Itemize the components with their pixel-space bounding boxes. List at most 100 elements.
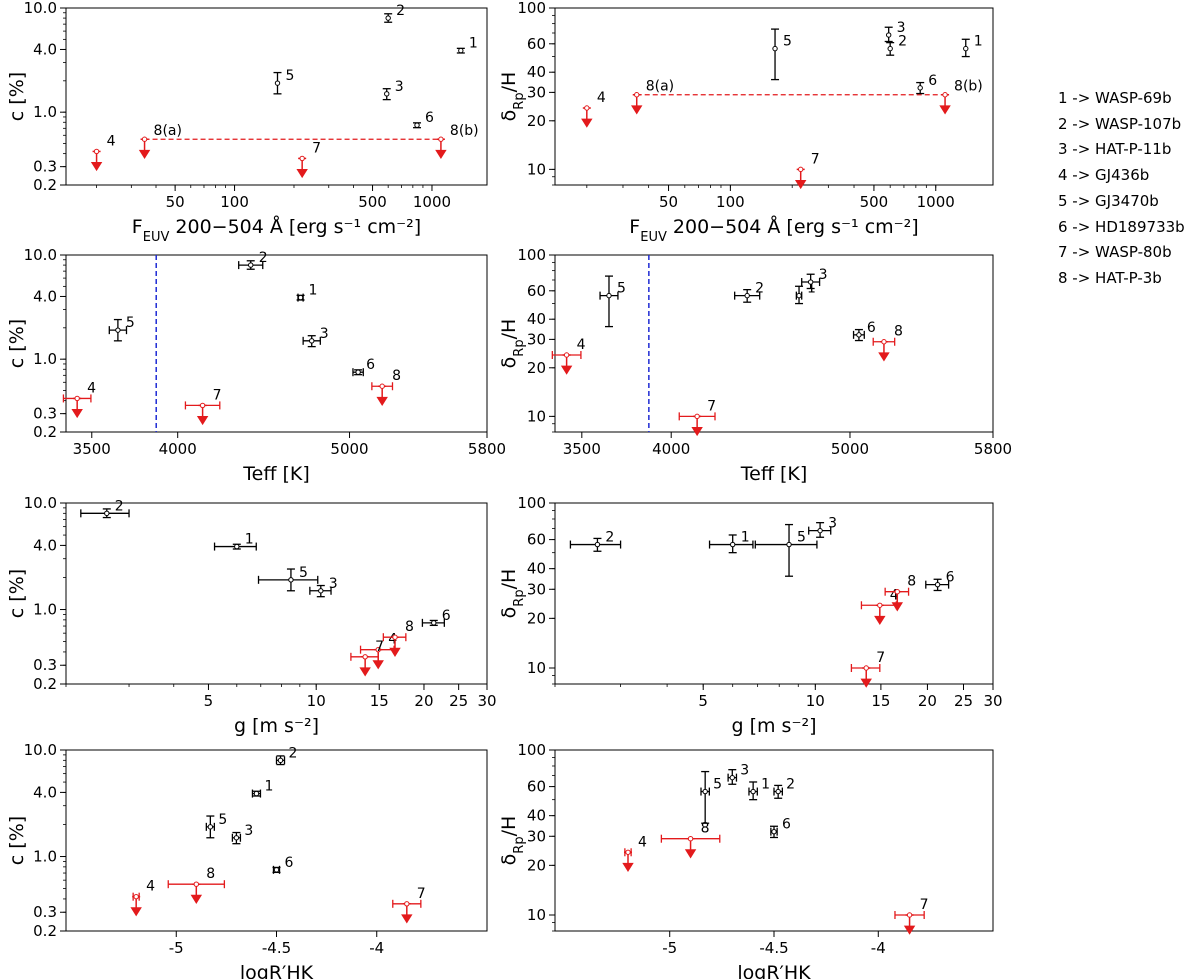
plot-frame	[65, 749, 488, 932]
upper-limit-arrow	[372, 660, 384, 670]
point-label: 3	[819, 267, 828, 283]
marker	[115, 327, 121, 333]
point-label: 3	[740, 763, 749, 779]
data-point-5: 5	[257, 565, 319, 592]
x-axis-label: g [m s⁻²]	[731, 715, 816, 737]
panel-c_vs_feuv: 50 100 500 1000 0.20.3 1.0 4.0 10.0 FEUV 200−504…	[6, 0, 488, 245]
marker	[318, 588, 324, 594]
point-label: 8	[405, 619, 414, 635]
marker	[207, 824, 214, 830]
x-tick-label: 20	[918, 692, 937, 710]
y-axis-label: δRp/H	[498, 569, 527, 619]
plot-frame	[554, 7, 994, 186]
point-label: 5	[797, 530, 806, 546]
data-point-2: 2	[80, 498, 130, 519]
upper-limit-arrow	[401, 914, 413, 924]
data-point-8: 8	[884, 574, 916, 612]
upper-limit-arrow	[560, 365, 573, 375]
plot-frame	[554, 502, 994, 685]
point-label: 3	[897, 20, 906, 36]
plot-frame	[65, 502, 488, 685]
x-tick-label: 5	[698, 692, 708, 710]
data-point-3: 3	[727, 763, 749, 785]
y-tick-label: 10	[527, 906, 546, 924]
point-label: 4	[638, 834, 647, 850]
upper-limit-arrow	[891, 602, 904, 612]
point-label: 3	[320, 326, 329, 342]
data-point-1: 1	[213, 532, 257, 551]
point-label: 5	[218, 812, 227, 828]
y-tick-label: 0.2	[33, 176, 57, 194]
y-tick-label: 100	[517, 246, 546, 264]
upper-limit-arrow	[860, 678, 872, 688]
data-point-8a: 8(a)	[138, 123, 182, 159]
marker	[288, 577, 294, 583]
marker	[750, 788, 756, 795]
upper-limit-arrow	[359, 667, 371, 677]
upper-limit-arrow	[581, 118, 593, 128]
y-tick-label: 10.0	[24, 741, 57, 759]
legend-item-5: 5 -> GJ3470b	[1058, 191, 1159, 210]
x-tick-label: 5000	[330, 440, 368, 458]
x-tick-label: -5	[662, 939, 677, 957]
marker	[404, 901, 410, 907]
data-point-5: 5	[599, 275, 626, 328]
y-tick-label: 4.0	[33, 536, 57, 554]
data-point-3: 3	[808, 516, 837, 538]
point-label: 6	[285, 855, 294, 871]
upper-limit-arrow	[691, 426, 703, 437]
marker	[133, 893, 139, 900]
data-point-5: 5	[700, 770, 722, 824]
point-label: 1	[761, 777, 770, 793]
point-label: 8	[392, 368, 401, 384]
y-tick-label: 60	[527, 778, 546, 796]
data-point-3: 3	[801, 267, 828, 290]
point-label: 5	[126, 315, 135, 331]
marker	[385, 15, 391, 21]
point-label: 8(b)	[450, 123, 479, 139]
data-point-7: 7	[392, 886, 426, 924]
point-label: 2	[115, 498, 124, 514]
legend-item-8: 8 -> HAT-P-3b	[1058, 268, 1162, 287]
marker	[786, 541, 792, 548]
x-tick-label: 1000	[413, 193, 451, 211]
y-tick-label: 20	[527, 112, 546, 130]
point-label: 2	[898, 34, 907, 50]
data-point-7: 7	[184, 387, 222, 426]
marker	[273, 867, 280, 873]
y-tick-label: 20	[527, 609, 546, 627]
y-axis-label: c [%]	[6, 319, 28, 368]
data-point-1: 1	[795, 281, 816, 305]
marker	[584, 105, 590, 111]
data-point-2: 2	[734, 281, 764, 303]
y-tick-label: 10.0	[24, 494, 57, 512]
marker	[772, 45, 778, 52]
x-tick-label: 3500	[73, 440, 111, 458]
marker	[807, 279, 814, 285]
y-tick-label: 1.0	[33, 103, 57, 121]
data-point-1: 1	[708, 530, 754, 554]
marker	[687, 836, 694, 842]
data-point-6: 6	[770, 817, 791, 839]
panel-c_vs_g: 5 10 15 20 25 300.20.31.04.010.0g [m s⁻²]c [%…	[6, 494, 497, 737]
upper-limit-arrow	[389, 647, 401, 657]
data-point-7: 7	[850, 650, 885, 688]
legend-item-1: 1 -> WASP-69b	[1058, 89, 1172, 107]
legend-item-2: 2 -> WASP-107b	[1058, 114, 1182, 133]
data-point-2: 2	[773, 777, 795, 799]
data-point-2: 2	[569, 530, 622, 552]
point-label: 7	[876, 650, 885, 666]
panel-c_vs_teff: 3500 4000 5000 5800 0.20.3 1.0 4.0 10.0 Teff [K]…	[6, 246, 506, 485]
marker	[942, 92, 948, 98]
y-tick-label: 10	[527, 659, 546, 677]
data-point-4: 4	[130, 879, 155, 917]
marker	[277, 757, 284, 764]
point-label: 4	[597, 90, 606, 106]
panel-dr_vs_teff: 3500 4000 5000 5800 10 20 30 40 60 100 Teff [K] δRp…	[498, 246, 1012, 485]
point-label: 1	[469, 36, 478, 52]
marker	[458, 47, 464, 54]
data-point-6: 6	[352, 357, 375, 377]
y-tick-label: 10.0	[24, 0, 57, 17]
